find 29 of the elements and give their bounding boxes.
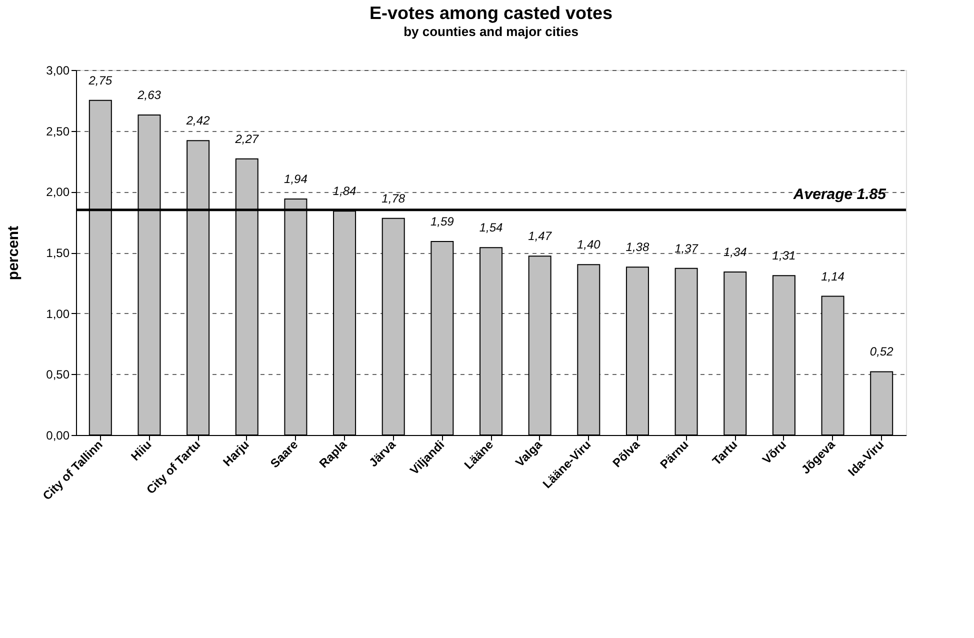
data-label: 2,27 xyxy=(234,132,260,146)
y-tick-label: 0,50 xyxy=(46,368,70,382)
data-label: 1,38 xyxy=(626,240,650,254)
y-tick-label: 1,00 xyxy=(46,306,70,321)
chart-subtitle: by counties and major cities xyxy=(404,24,578,39)
data-label: 1,31 xyxy=(772,248,796,263)
x-tick-label: Hiiu xyxy=(128,438,154,464)
data-label: 2,42 xyxy=(185,114,210,128)
data-label: 1,54 xyxy=(479,220,503,235)
y-tick-label: 2,00 xyxy=(46,185,70,200)
data-label: 1,84 xyxy=(332,184,357,198)
chart-title: E-votes among casted votes xyxy=(369,3,613,23)
data-label: 1,59 xyxy=(430,214,454,229)
y-tick-label: 1,50 xyxy=(46,246,70,260)
data-label: 1,34 xyxy=(723,244,748,259)
data-label: 2,63 xyxy=(136,88,162,102)
data-label: 1,14 xyxy=(821,269,845,284)
data-label: 1,94 xyxy=(284,172,308,186)
y-tick-label: 0,00 xyxy=(46,428,70,442)
data-label: 1,47 xyxy=(528,229,553,244)
y-tick-label: 2,50 xyxy=(46,124,70,138)
data-label: 0,52 xyxy=(870,344,894,359)
data-label: 2,75 xyxy=(88,73,112,88)
data-label: 1,40 xyxy=(576,238,601,252)
y-tick-label: 3,00 xyxy=(46,64,70,78)
data-label: 1,37 xyxy=(674,241,700,256)
ref-line-label: Average 1.85 xyxy=(792,186,887,203)
y-axis-title: percent xyxy=(5,226,22,280)
data-label: 1,78 xyxy=(382,191,406,206)
